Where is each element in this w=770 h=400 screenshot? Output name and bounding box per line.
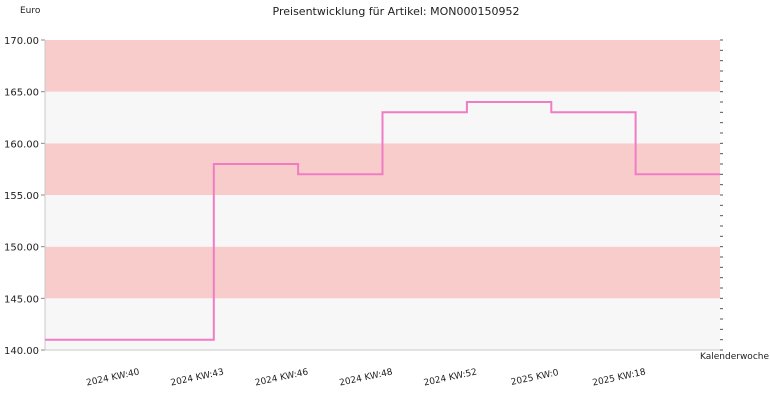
y-tick-label: 160.00 bbox=[4, 139, 39, 150]
y-tick-label: 165.00 bbox=[4, 88, 39, 99]
y-tick-label: 150.00 bbox=[4, 243, 39, 254]
x-tick-label: 2024 KW:40 bbox=[85, 367, 140, 388]
y-tick-label: 170.00 bbox=[4, 36, 39, 47]
x-axis-label: Kalenderwoche bbox=[700, 352, 769, 362]
background-band bbox=[45, 246, 720, 299]
x-tick-label: 2025 KW:0 bbox=[510, 368, 560, 388]
price-series bbox=[45, 101, 720, 341]
y-tick-label: 155.00 bbox=[4, 191, 39, 202]
y-axis-ticks: 140.00 145.00 150.00 155.00 160.00 165.00 170.… bbox=[4, 36, 45, 357]
y-tick-label: 145.00 bbox=[4, 294, 39, 305]
x-tick-label: 2025 KW:18 bbox=[592, 367, 647, 388]
plot-background-bands bbox=[45, 40, 720, 350]
right-axis-minor-ticks bbox=[720, 39, 723, 351]
chart-title: Preisentwicklung für Artikel: MON0001509… bbox=[273, 5, 520, 18]
background-band bbox=[45, 40, 720, 92]
x-tick-label: 2024 KW:46 bbox=[254, 367, 309, 388]
y-tick-label: 140.00 bbox=[4, 346, 39, 357]
background-band bbox=[45, 298, 720, 350]
x-tick-label: 2024 KW:48 bbox=[339, 367, 394, 388]
x-axis-ticks: 2024 KW:40 2024 KW:43 2024 KW:46 2024 KW:48… bbox=[85, 367, 647, 388]
y-axis-unit-label: Euro bbox=[20, 6, 41, 16]
x-tick-label: 2024 KW:43 bbox=[170, 368, 225, 389]
background-band bbox=[45, 195, 720, 247]
price-step-line bbox=[45, 101, 720, 341]
x-tick-label: 2024 KW:52 bbox=[423, 368, 478, 389]
